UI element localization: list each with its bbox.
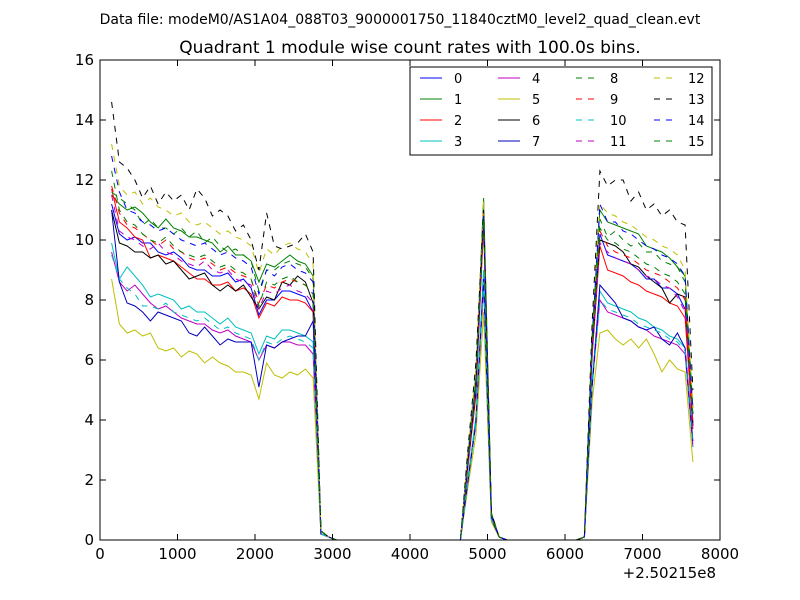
y-tick-label: 14 [75, 111, 94, 129]
x-tick-label: 2000 [236, 545, 274, 563]
axes-layer: 0 1000 2000 3000 4000 5000 6000 7000 80000246810… [75, 51, 739, 563]
y-tick-label: 6 [84, 351, 94, 369]
legend-label-0: 0 [454, 72, 462, 87]
series-14-line [111, 155, 694, 541]
legend-label-12: 12 [688, 72, 705, 87]
legend-label-5: 5 [532, 93, 540, 108]
x-tick-label: 0 [95, 545, 105, 563]
legend-label-14: 14 [688, 114, 705, 129]
legend-label-2: 2 [454, 114, 462, 129]
series-layer [111, 101, 694, 541]
y-tick-label: 2 [84, 471, 94, 489]
x-tick-label: 8000 [701, 545, 739, 563]
legend-label-3: 3 [454, 135, 462, 150]
y-tick-label: 16 [75, 51, 94, 69]
series-3-line [111, 242, 694, 541]
series-9-line [111, 185, 694, 541]
series-0-line [111, 203, 694, 541]
x-offset-label: +2.50215e8 [623, 564, 716, 582]
y-tick-label: 8 [84, 291, 94, 309]
x-tick-label: 3000 [313, 545, 351, 563]
series-11-line [111, 194, 694, 541]
y-tick-label: 10 [75, 231, 94, 249]
legend-label-11: 11 [610, 135, 627, 150]
legend-label-6: 6 [532, 114, 540, 129]
y-tick-label: 12 [75, 171, 94, 189]
figure-suptitle: Data file: modeM0/AS1A04_088T03_90000017… [100, 12, 701, 28]
x-tick-label: 7000 [623, 545, 661, 563]
legend-label-8: 8 [610, 72, 618, 87]
y-tick-label: 0 [84, 531, 94, 549]
legend-label-4: 4 [532, 72, 540, 87]
series-8-line [111, 191, 694, 541]
series-13-line [111, 101, 694, 541]
x-tick-label: 1000 [158, 545, 196, 563]
series-6-line [111, 209, 694, 541]
legend-label-10: 10 [610, 114, 627, 129]
x-tick-label: 5000 [468, 545, 506, 563]
series-10-line [111, 254, 694, 541]
legend-frame [409, 66, 713, 156]
legend-label-13: 13 [688, 93, 705, 108]
legend-label-9: 9 [610, 93, 618, 108]
legend-label-7: 7 [532, 135, 540, 150]
series-1-line [111, 194, 694, 541]
legend-label-1: 1 [454, 93, 462, 108]
x-tick-label: 6000 [546, 545, 584, 563]
x-tick-label: 4000 [391, 545, 429, 563]
series-15-line [111, 170, 694, 541]
y-tick-label: 4 [84, 411, 94, 429]
series-7-line [111, 209, 694, 541]
legend-label-15: 15 [688, 135, 705, 150]
series-4-line [111, 251, 694, 541]
chart-title: Quadrant 1 module wise count rates with … [179, 38, 640, 58]
series-12-line [111, 143, 694, 541]
series-5-line [111, 278, 694, 541]
